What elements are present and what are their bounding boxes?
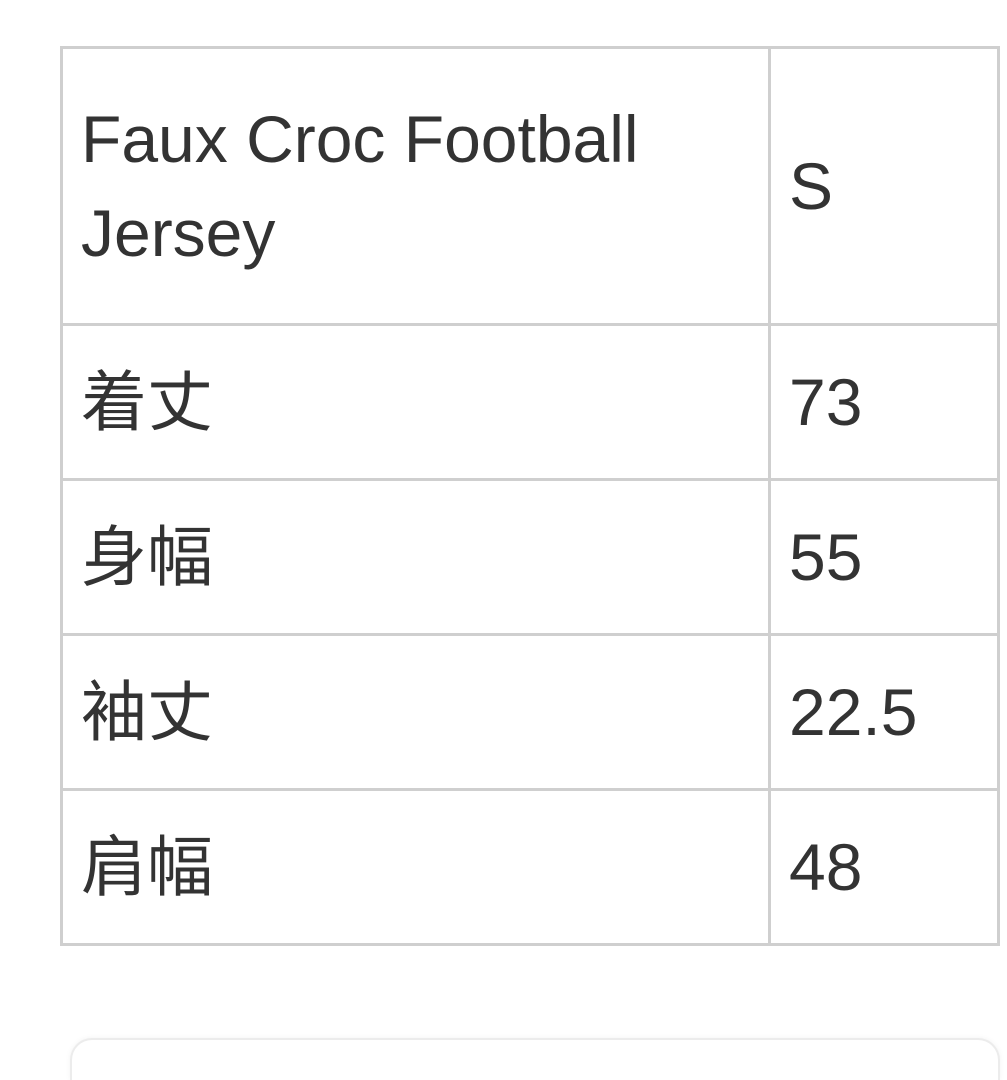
product-name-cell: Faux Croc Football Jersey <box>60 46 771 326</box>
size-header-cell: S <box>768 46 1000 326</box>
table-row: 袖丈 22.5 <box>60 633 1000 791</box>
measurement-value: 48 <box>768 788 1000 946</box>
measurement-value: 22.5 <box>768 633 1000 791</box>
measurement-value: 55 <box>768 478 1000 636</box>
content-card <box>70 1038 1000 1080</box>
measurement-label: 身幅 <box>60 478 771 636</box>
measurement-label: 着丈 <box>60 323 771 481</box>
table-header-row: Faux Croc Football Jersey S <box>60 46 1000 326</box>
measurement-label: 袖丈 <box>60 633 771 791</box>
measurement-value: 73 <box>768 323 1000 481</box>
table-row: 身幅 55 <box>60 478 1000 636</box>
measurement-label: 肩幅 <box>60 788 771 946</box>
table-row: 肩幅 48 <box>60 788 1000 946</box>
size-table: Faux Croc Football Jersey S 着丈 73 身幅 55 … <box>60 46 1000 946</box>
table-row: 着丈 73 <box>60 323 1000 481</box>
